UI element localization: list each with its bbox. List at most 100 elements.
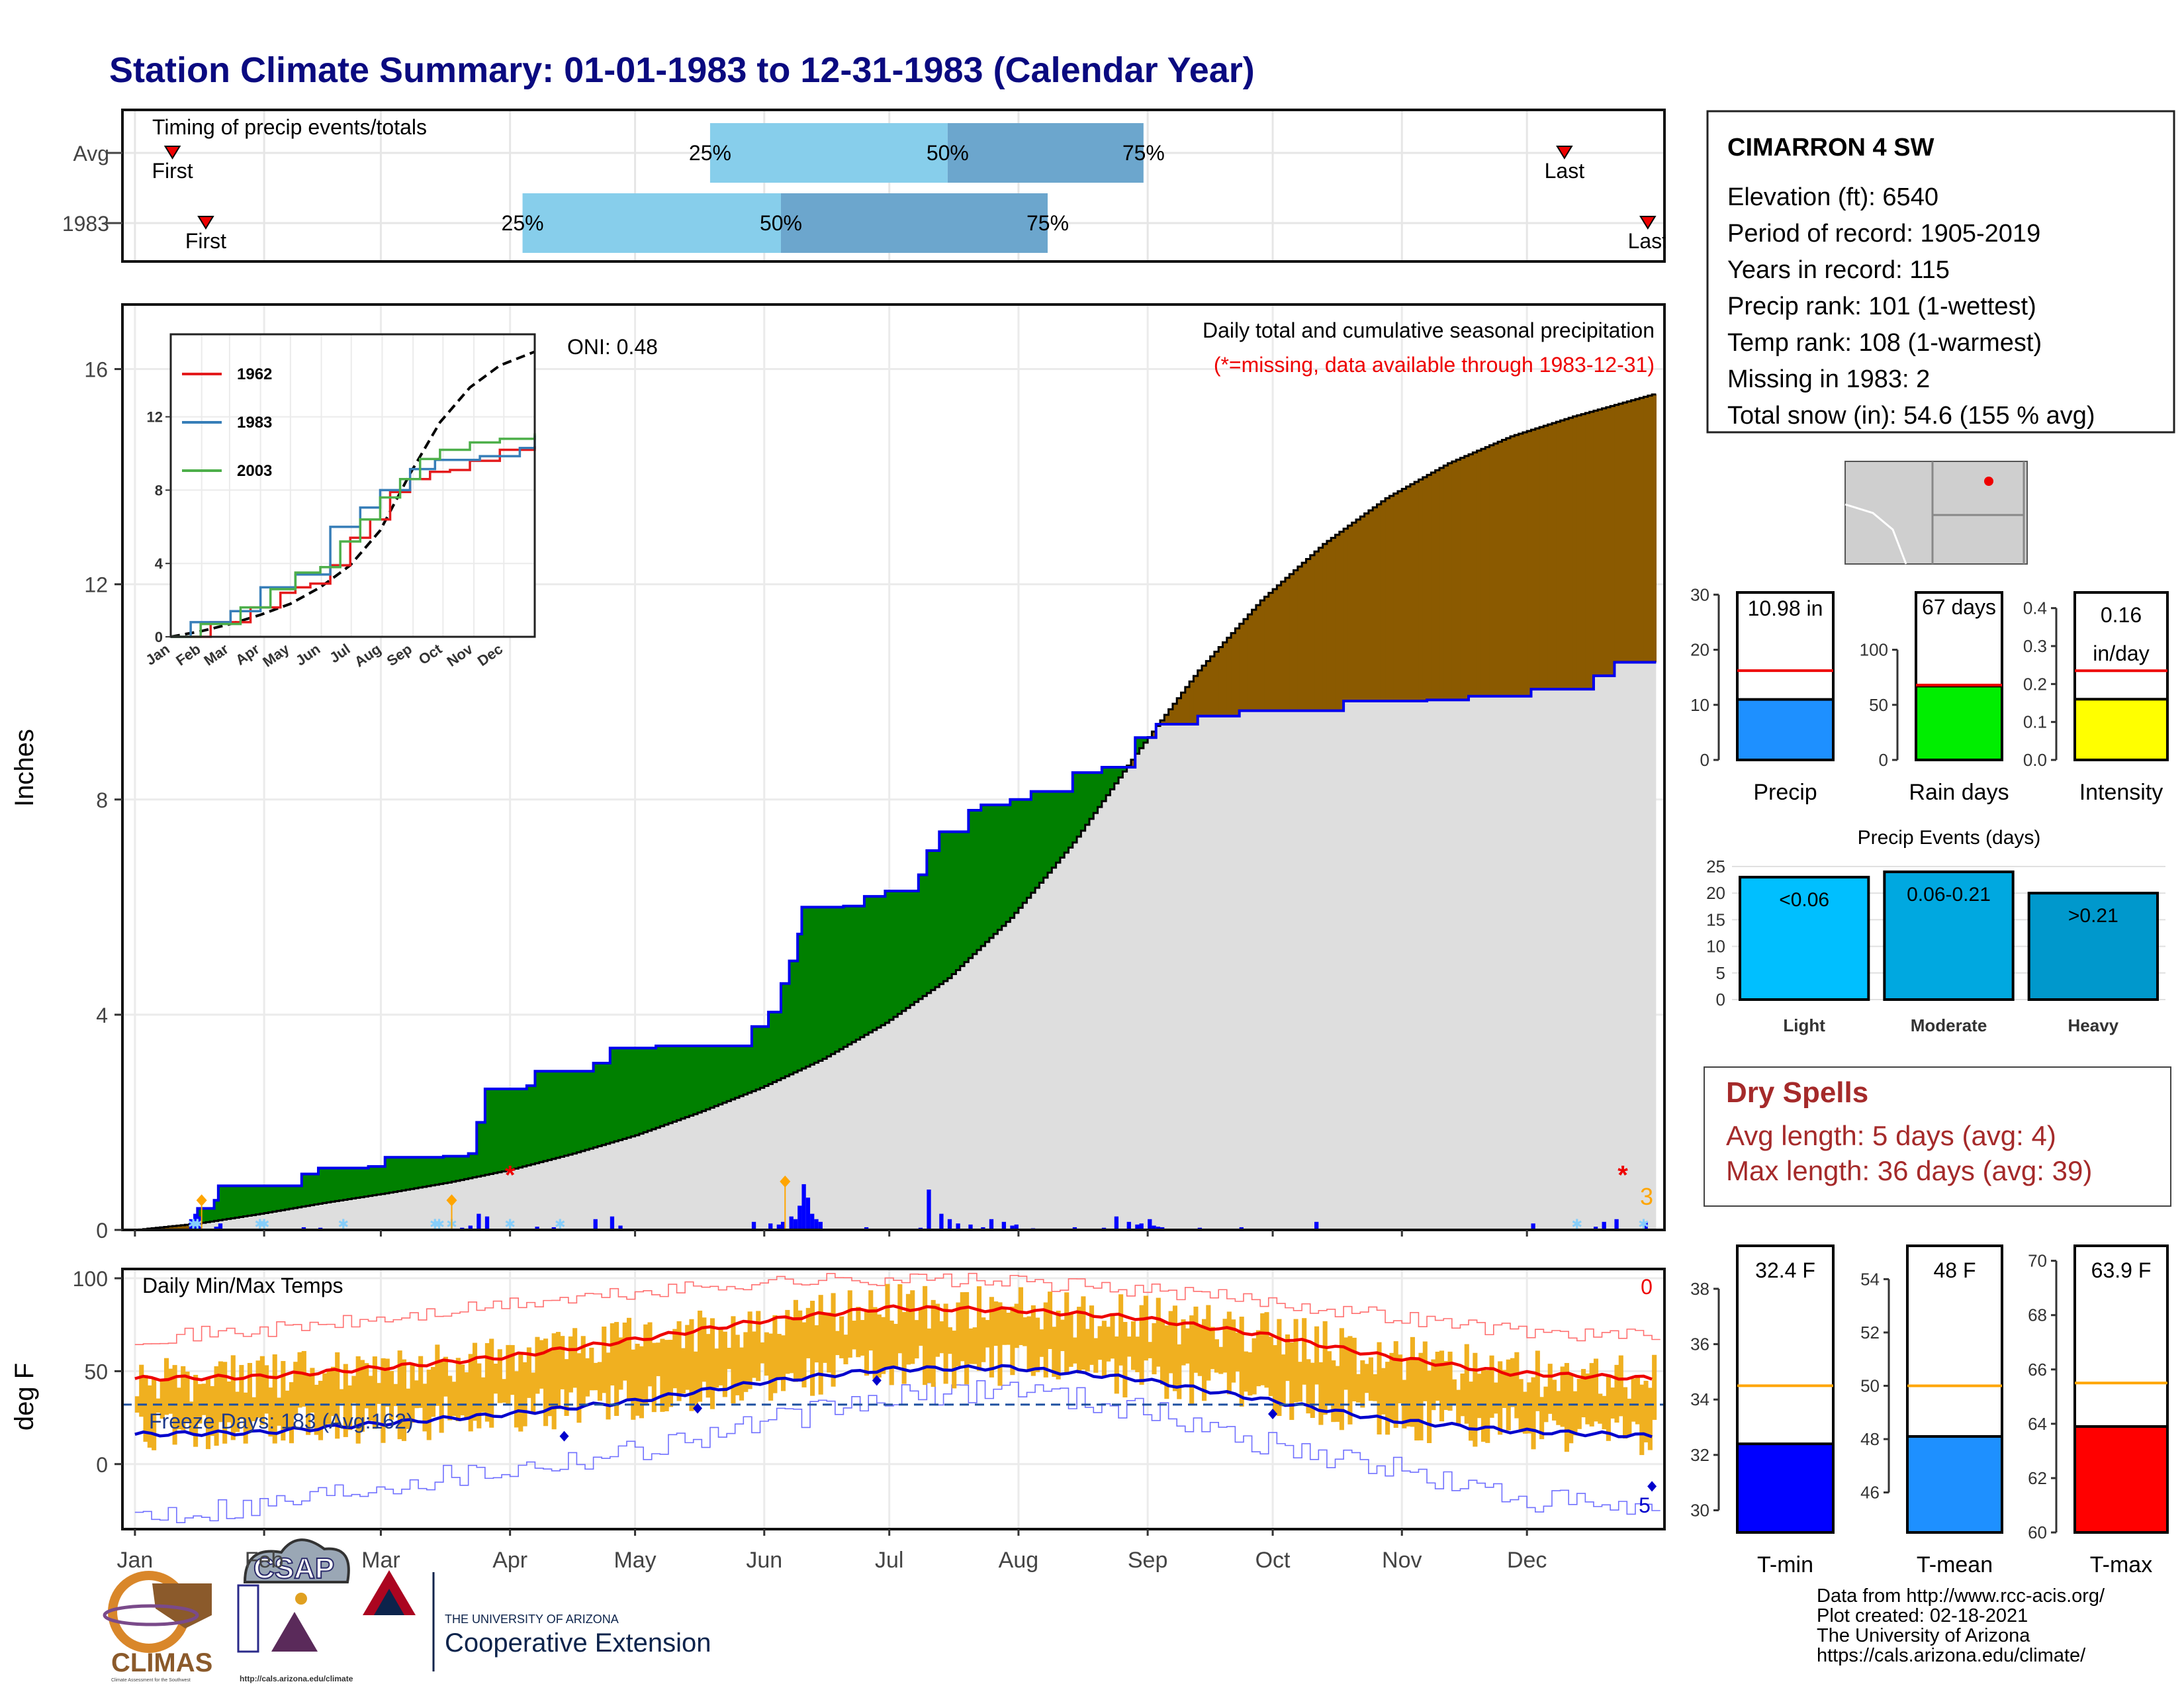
daily-temp-range-bar <box>580 1336 586 1406</box>
daily-temp-range-bar <box>923 1286 928 1385</box>
daily-temp-range-bar <box>1093 1338 1099 1373</box>
below-average-fill <box>163 1227 169 1230</box>
above-average-fill <box>1030 791 1036 893</box>
station-info-line: Total snow (in): 54.6 (155 % avg) <box>1727 402 2095 430</box>
daily-temp-range-bar <box>1322 1321 1328 1415</box>
daily-precip-bar <box>793 1219 798 1230</box>
y-tick-label: 100 <box>73 1267 108 1291</box>
above-average-fill <box>789 961 794 1074</box>
above-average-fill <box>1001 804 1007 926</box>
daily-temp-range-bar <box>1351 1337 1357 1401</box>
below-average-fill <box>1177 698 1182 724</box>
daily-temp-range-bar <box>1314 1326 1320 1385</box>
below-average-fill <box>1564 419 1569 690</box>
daily-precip-bar <box>780 1221 786 1230</box>
below-average-fill <box>1389 496 1394 702</box>
daily-temp-range-bar <box>939 1321 944 1354</box>
above-average-fill <box>268 1186 273 1213</box>
daily-temp-range-bar <box>943 1303 948 1384</box>
daily-temp-range-bar <box>1393 1341 1398 1428</box>
bar-value-label: 0.16 <box>2101 603 2142 627</box>
below-average-fill <box>1381 501 1386 702</box>
snow-marker: ✱ <box>254 1217 265 1232</box>
daily-temp-range-bar <box>1326 1351 1332 1405</box>
daily-temp-range-bar <box>1464 1344 1469 1424</box>
above-average-fill <box>1026 799 1032 898</box>
station-info-line: Missing in 1983: 2 <box>1727 365 1930 393</box>
daily-temp-range-bar <box>372 1356 377 1429</box>
above-average-fill <box>1060 791 1065 858</box>
above-average-fill <box>1043 791 1048 878</box>
daily-temp-range-bar <box>277 1397 282 1426</box>
daily-temp-range-bar <box>351 1376 357 1403</box>
daily-temp-range-bar <box>1172 1305 1178 1391</box>
daily-temp-range-bar <box>230 1355 236 1440</box>
daily-temp-range-bar <box>814 1325 819 1363</box>
below-average-fill <box>1310 555 1315 711</box>
above-average-fill <box>289 1186 294 1209</box>
below-average-fill <box>1277 585 1282 711</box>
daily-temp-range-bar <box>1364 1364 1369 1393</box>
above-average-fill <box>535 1071 540 1164</box>
daily-temp-range-bar <box>1647 1387 1653 1450</box>
daily-temp-range-bar <box>152 1377 157 1450</box>
daily-precip-bar <box>218 1223 223 1230</box>
above-average-fill <box>927 850 932 994</box>
average-max-line <box>134 1304 1653 1382</box>
below-average-fill <box>1202 665 1206 716</box>
above-average-fill <box>418 1157 424 1188</box>
snow-marker: ✱ <box>1571 1217 1582 1232</box>
below-average-fill <box>1485 447 1490 696</box>
above-average-fill <box>793 961 798 1073</box>
above-average-fill <box>310 1174 315 1205</box>
below-average-fill <box>1368 510 1373 702</box>
daily-temp-range-bar <box>293 1362 298 1415</box>
daily-precip-bar <box>947 1219 952 1230</box>
above-average-fill <box>606 1063 611 1144</box>
daily-temp-range-bar <box>1202 1319 1207 1401</box>
daily-temp-range-bar <box>789 1319 794 1374</box>
last-event-marker <box>1556 146 1573 160</box>
daily-precip-bar <box>939 1213 944 1230</box>
locator-map <box>1844 461 2028 565</box>
x-tick-label: Mar <box>361 1548 400 1573</box>
below-average-fill <box>1185 686 1190 724</box>
above-average-fill <box>551 1071 557 1159</box>
above-average-fill <box>622 1048 627 1139</box>
above-average-fill <box>572 1071 578 1154</box>
above-average-fill <box>377 1166 382 1195</box>
daily-temp-range-bar <box>1643 1380 1649 1442</box>
daily-temp-range-bar <box>1056 1310 1061 1380</box>
value-bar <box>1906 1435 2003 1534</box>
daily-temp-range-bar <box>1410 1336 1415 1427</box>
below-average-fill <box>1473 452 1478 696</box>
below-average-fill <box>1418 479 1424 702</box>
timing-q50-label: 50% <box>760 211 802 235</box>
x-tick-label: Jun <box>746 1548 782 1573</box>
daily-temp-range-bar <box>672 1329 678 1389</box>
daily-temp-range-bar <box>460 1364 465 1416</box>
above-average-fill <box>547 1071 553 1160</box>
daily-precip-bar <box>810 1213 815 1230</box>
above-average-fill <box>889 890 894 1020</box>
daily-temp-range-bar <box>1564 1363 1569 1452</box>
bar-value-label: 32.4 F <box>1755 1258 1815 1282</box>
daily-temp-range-bar <box>1435 1351 1440 1401</box>
above-average-fill <box>355 1168 361 1198</box>
daily-precip-bar <box>193 1213 198 1230</box>
daily-temp-range-bar <box>1206 1305 1211 1381</box>
above-average-fill <box>543 1071 548 1161</box>
below-average-fill <box>1326 541 1332 711</box>
above-average-fill <box>406 1157 411 1190</box>
above-average-fill <box>981 804 986 947</box>
event-bar <box>2027 892 2160 1002</box>
legend-label: 1983 <box>237 414 272 432</box>
above-average-fill <box>856 906 861 1040</box>
chart-layer: Timing of precip events/totals Avg 25% 50% 7… <box>10 109 2169 1577</box>
daily-temp-range-bar <box>889 1320 894 1385</box>
record-low-count: 5 <box>1639 1493 1651 1517</box>
daily-temp-range-bar <box>897 1284 903 1354</box>
daily-precip-bar <box>927 1190 931 1230</box>
daily-temp-range-bar <box>1118 1294 1124 1366</box>
y-tick-label: 0.1 <box>2023 712 2047 732</box>
